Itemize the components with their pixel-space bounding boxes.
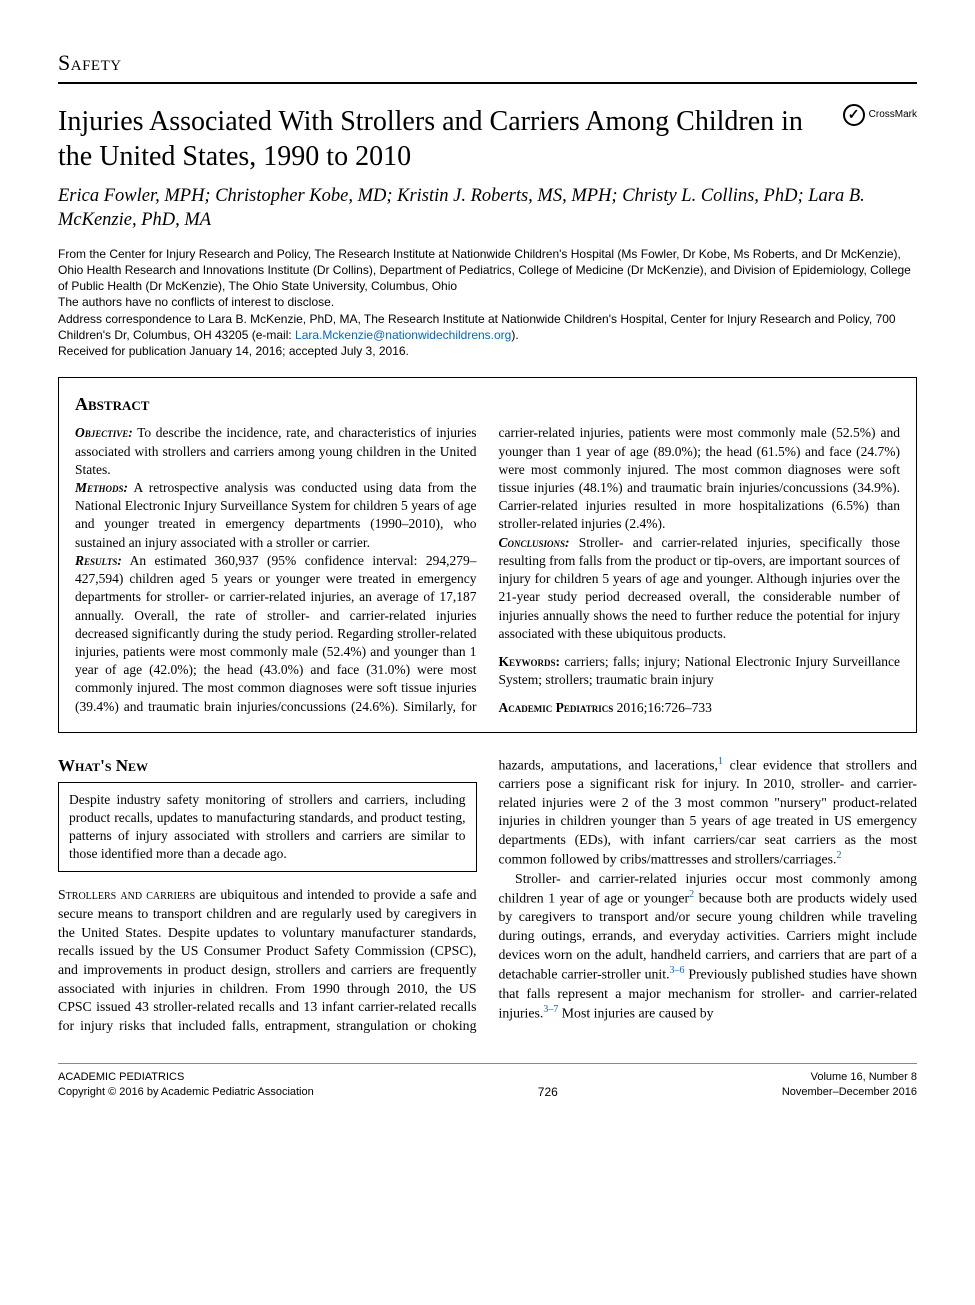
results-text-a: An estimated 360,937 (95% confidence int… xyxy=(75,553,477,714)
received-line: Received for publication January 14, 201… xyxy=(58,343,917,359)
conclusions-label: Conclusions: xyxy=(499,535,570,550)
footer-page-number: 726 xyxy=(538,1084,558,1100)
footer-volume: Volume 16, Number 8 xyxy=(782,1070,917,1085)
body-p3d: Most injuries are caused by xyxy=(558,1006,713,1021)
crossmark-label: CrossMark xyxy=(869,108,917,122)
body-p2b: clear evidence that strollers and carrie… xyxy=(499,757,918,867)
citation-text: 2016;16:726–733 xyxy=(613,700,712,715)
crossmark-badge[interactable]: ✓ CrossMark xyxy=(843,104,917,126)
author-list: Erica Fowler, MPH; Christopher Kobe, MD;… xyxy=(58,184,917,232)
footer-right: Volume 16, Number 8 November–December 20… xyxy=(782,1070,917,1100)
ref-link-5[interactable]: 3–7 xyxy=(543,1004,558,1015)
abstract-box: Abstract Objective: To describe the inci… xyxy=(58,377,917,733)
conflict-line: The authors have no conflicts of interes… xyxy=(58,294,917,310)
correspondence-email-link[interactable]: Lara.Mckenzie@nationwidechildrens.org xyxy=(295,328,511,342)
footer-copyright: Copyright © 2016 by Academic Pediatric A… xyxy=(58,1085,314,1100)
title-row: Injuries Associated With Strollers and C… xyxy=(58,104,917,184)
footer-issue-date: November–December 2016 xyxy=(782,1085,917,1100)
body-columns: What's New Despite industry safety monit… xyxy=(58,755,917,1036)
citation-journal: Academic Pediatrics xyxy=(499,700,614,715)
results-label: Results: xyxy=(75,553,122,568)
keywords-label: Keywords: xyxy=(499,654,561,669)
lead-caps: Strollers and carriers xyxy=(58,887,195,902)
whats-new-box: Despite industry safety monitoring of st… xyxy=(58,782,477,873)
objective-text: To describe the incidence, rate, and cha… xyxy=(75,425,477,476)
body-p1-rest: are ubiquitous and intended to provide a… xyxy=(58,887,477,1032)
correspondence-line: Address correspondence to Lara B. McKenz… xyxy=(58,311,917,343)
abstract-columns: Objective: To describe the incidence, ra… xyxy=(75,424,900,717)
conclusions-text: Stroller- and carrier-related injuries, … xyxy=(499,535,901,641)
whats-new-heading: What's New xyxy=(58,755,477,778)
article-title: Injuries Associated With Strollers and C… xyxy=(58,104,843,174)
correspondence-close: ). xyxy=(511,328,518,342)
body-para-3: Stroller- and carrier-related injuries o… xyxy=(499,870,918,1024)
objective-label: Objective: xyxy=(75,425,133,440)
affiliations: From the Center for Injury Research and … xyxy=(58,246,917,359)
ref-link-4[interactable]: 3–6 xyxy=(670,965,685,976)
affiliation-line: From the Center for Injury Research and … xyxy=(58,246,917,295)
page-footer: ACADEMIC PEDIATRICS Copyright © 2016 by … xyxy=(58,1063,917,1100)
footer-journal: ACADEMIC PEDIATRICS xyxy=(58,1070,314,1085)
ref-link-2[interactable]: 2 xyxy=(836,850,841,861)
section-header: Safety xyxy=(58,48,917,84)
crossmark-icon: ✓ xyxy=(843,104,865,126)
abstract-heading: Abstract xyxy=(75,392,900,416)
methods-text: A retrospective analysis was conducted u… xyxy=(75,480,477,550)
footer-left: ACADEMIC PEDIATRICS Copyright © 2016 by … xyxy=(58,1070,314,1100)
methods-label: Methods: xyxy=(75,480,128,495)
